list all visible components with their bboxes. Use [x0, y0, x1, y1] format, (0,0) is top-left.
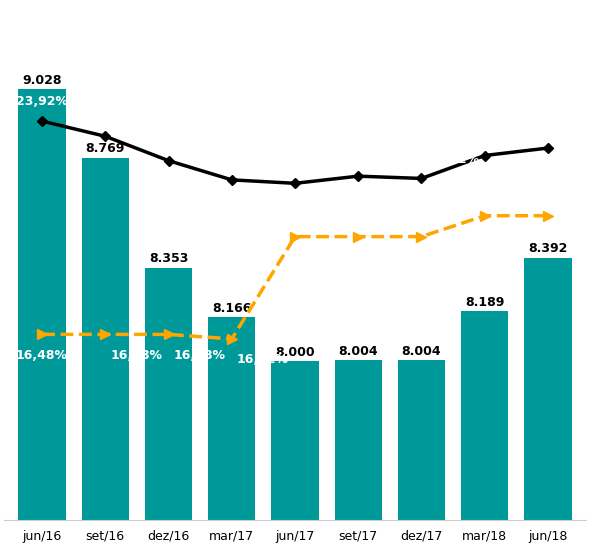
Bar: [335, 360, 382, 547]
Bar: [208, 317, 255, 547]
Text: 22,98%: 22,98%: [499, 122, 551, 135]
Bar: [18, 89, 66, 547]
Text: 22,54%: 22,54%: [173, 135, 226, 148]
Bar: [145, 268, 192, 547]
Text: 20,62%: 20,62%: [499, 230, 551, 243]
Text: 9.028: 9.028: [22, 74, 62, 87]
Text: 19,89%: 19,89%: [363, 251, 415, 264]
Text: 20,62%: 20,62%: [490, 230, 542, 243]
Text: 22,00%: 22,00%: [363, 150, 415, 163]
Text: 16,48%: 16,48%: [110, 348, 162, 362]
Bar: [461, 311, 509, 547]
Bar: [524, 258, 572, 547]
Bar: [271, 362, 319, 547]
Text: 8.004: 8.004: [402, 345, 441, 358]
Text: 8.189: 8.189: [465, 296, 504, 309]
Text: 23,39%: 23,39%: [110, 110, 162, 124]
Text: 16,48%: 16,48%: [173, 348, 225, 362]
Text: 8.353: 8.353: [149, 252, 188, 265]
Text: 16,32%: 16,32%: [237, 353, 289, 366]
Text: 23,92%: 23,92%: [15, 95, 67, 108]
Text: 16,48%: 16,48%: [15, 348, 67, 362]
Text: 19,89%: 19,89%: [300, 251, 352, 264]
Text: 8.004: 8.004: [339, 345, 378, 358]
Text: 21,92%: 21,92%: [427, 153, 478, 166]
Text: 8.392: 8.392: [528, 242, 568, 255]
Text: 21,75%: 21,75%: [300, 158, 352, 171]
Text: 8.166: 8.166: [212, 302, 251, 315]
Bar: [81, 158, 129, 547]
Text: 8.769: 8.769: [86, 142, 125, 155]
Bar: [398, 360, 445, 547]
Text: 22,72%: 22,72%: [490, 130, 542, 143]
Text: 21,87%: 21,87%: [237, 154, 289, 167]
Text: 8.000: 8.000: [275, 346, 315, 359]
Text: 19,89%: 19,89%: [427, 251, 478, 264]
